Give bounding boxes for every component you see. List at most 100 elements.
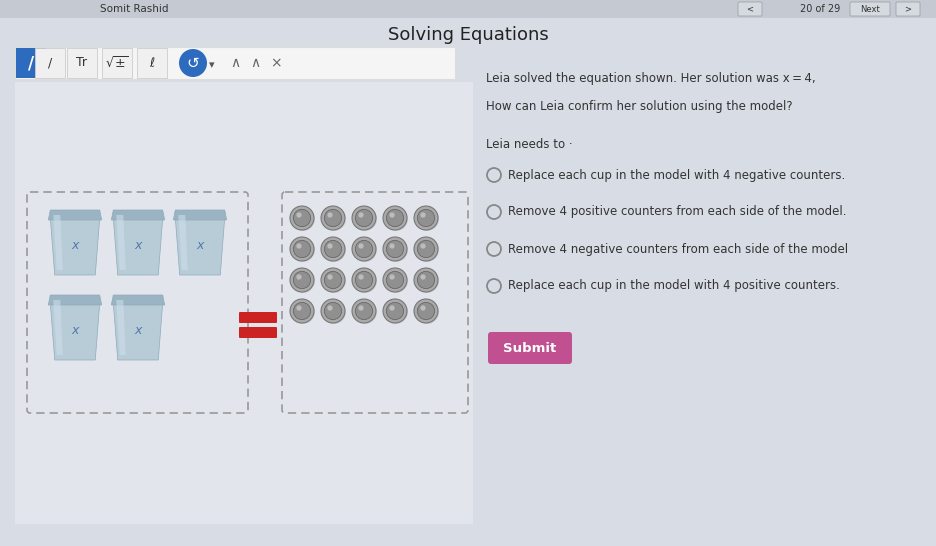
Circle shape [352, 299, 376, 323]
Circle shape [387, 271, 403, 289]
Circle shape [389, 212, 395, 218]
Circle shape [290, 237, 314, 261]
Circle shape [415, 269, 439, 293]
Polygon shape [51, 303, 100, 360]
Circle shape [387, 302, 403, 319]
Text: $\ell$: $\ell$ [149, 56, 155, 70]
Text: Submit: Submit [504, 341, 557, 354]
Polygon shape [111, 295, 165, 305]
Text: ∧: ∧ [230, 56, 240, 70]
Circle shape [293, 271, 311, 289]
Circle shape [389, 274, 395, 280]
Circle shape [352, 237, 376, 261]
Polygon shape [116, 215, 125, 270]
Circle shape [356, 240, 373, 258]
Circle shape [414, 237, 438, 261]
FancyBboxPatch shape [137, 48, 167, 78]
Circle shape [325, 302, 342, 319]
Text: >: > [904, 4, 912, 14]
Circle shape [291, 269, 315, 293]
Circle shape [353, 238, 377, 262]
Circle shape [389, 305, 395, 311]
Circle shape [417, 240, 434, 258]
Circle shape [358, 305, 364, 311]
Circle shape [321, 268, 345, 292]
Circle shape [325, 240, 342, 258]
FancyBboxPatch shape [35, 48, 65, 78]
Circle shape [297, 212, 301, 218]
Circle shape [328, 305, 332, 311]
Circle shape [353, 207, 377, 231]
Circle shape [389, 244, 395, 248]
Text: x: x [71, 239, 79, 252]
FancyBboxPatch shape [15, 47, 455, 79]
Text: How can Leia confirm her solution using the model?: How can Leia confirm her solution using … [486, 100, 793, 113]
FancyBboxPatch shape [0, 0, 936, 18]
Text: ∧: ∧ [250, 56, 260, 70]
Text: Solving Equations: Solving Equations [388, 26, 548, 44]
Circle shape [383, 237, 407, 261]
Text: Replace each cup in the model with 4 positive counters.: Replace each cup in the model with 4 pos… [508, 280, 840, 293]
Text: ▾: ▾ [209, 60, 215, 70]
Circle shape [415, 238, 439, 262]
FancyBboxPatch shape [239, 312, 277, 323]
Circle shape [358, 274, 364, 280]
Circle shape [417, 271, 434, 289]
Circle shape [417, 302, 434, 319]
Circle shape [384, 238, 408, 262]
Circle shape [356, 271, 373, 289]
Circle shape [325, 271, 342, 289]
FancyBboxPatch shape [738, 2, 762, 16]
Polygon shape [49, 210, 102, 220]
Circle shape [291, 207, 315, 231]
Polygon shape [178, 215, 188, 270]
Circle shape [321, 299, 345, 323]
FancyBboxPatch shape [67, 48, 97, 78]
Circle shape [352, 268, 376, 292]
Circle shape [291, 238, 315, 262]
Circle shape [414, 206, 438, 230]
Circle shape [415, 207, 439, 231]
Circle shape [322, 269, 346, 293]
Text: Replace each cup in the model with 4 negative counters.: Replace each cup in the model with 4 neg… [508, 169, 845, 181]
Text: Leia needs to ·: Leia needs to · [486, 138, 573, 151]
Text: <: < [747, 4, 753, 14]
Text: x: x [71, 324, 79, 337]
Circle shape [420, 212, 426, 218]
Polygon shape [53, 300, 63, 355]
Circle shape [293, 209, 311, 227]
Circle shape [322, 300, 346, 324]
Polygon shape [173, 210, 227, 220]
Circle shape [291, 300, 315, 324]
Circle shape [328, 244, 332, 248]
Text: Tr: Tr [77, 56, 87, 69]
Text: /: / [48, 56, 52, 69]
Circle shape [297, 244, 301, 248]
Circle shape [414, 268, 438, 292]
Circle shape [387, 209, 403, 227]
Circle shape [420, 305, 426, 311]
Text: 20 of 29: 20 of 29 [800, 4, 841, 14]
Circle shape [383, 268, 407, 292]
Circle shape [384, 300, 408, 324]
Text: Next: Next [860, 4, 880, 14]
Polygon shape [175, 218, 225, 275]
FancyBboxPatch shape [15, 82, 473, 524]
Text: Somit Rashid: Somit Rashid [100, 4, 168, 14]
Text: ×: × [271, 56, 282, 70]
Text: $\sqrt{\pm}$: $\sqrt{\pm}$ [105, 56, 129, 70]
Circle shape [353, 269, 377, 293]
Circle shape [290, 299, 314, 323]
Circle shape [321, 206, 345, 230]
FancyBboxPatch shape [896, 2, 920, 16]
Circle shape [297, 274, 301, 280]
Circle shape [353, 300, 377, 324]
Polygon shape [116, 300, 125, 355]
Circle shape [384, 207, 408, 231]
Circle shape [356, 302, 373, 319]
Text: Leia solved the equation shown. Her solution was x = 4,: Leia solved the equation shown. Her solu… [486, 72, 815, 85]
Circle shape [358, 244, 364, 248]
Polygon shape [111, 210, 165, 220]
Circle shape [420, 244, 426, 248]
Circle shape [356, 209, 373, 227]
